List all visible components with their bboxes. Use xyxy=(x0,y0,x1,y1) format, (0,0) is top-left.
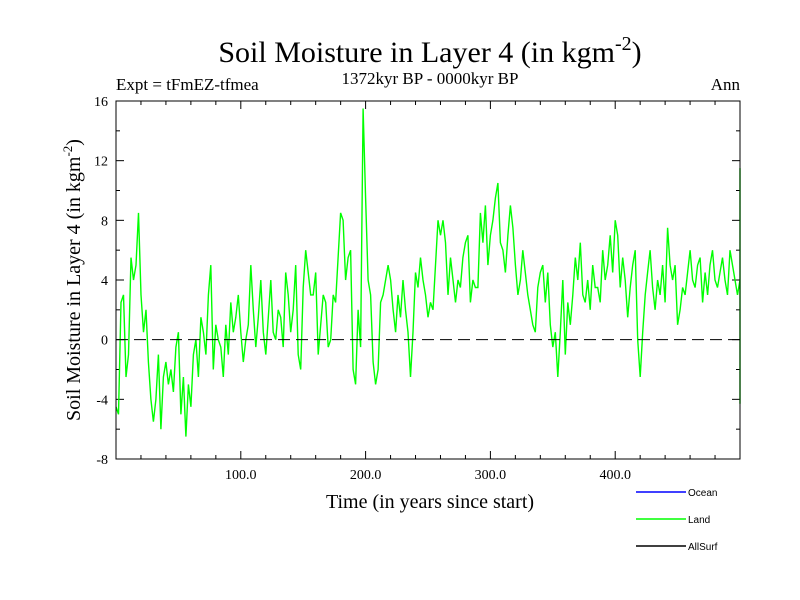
legend: Ocean Land AllSurf xyxy=(636,488,718,553)
y-tick-label: 4 xyxy=(101,274,108,289)
x-tick-label: 300.0 xyxy=(475,468,507,483)
series-line-land xyxy=(115,108,741,437)
axis-ticks: -8 -4 0 4 8 12 16 100.0 200.0 300.0 400.0 xyxy=(94,95,740,483)
x-axis-label: Time (in years since start) xyxy=(326,491,534,513)
y-tick-label: 12 xyxy=(94,155,108,170)
legend-land-label: Land xyxy=(688,515,710,526)
data-lines xyxy=(115,108,741,437)
x-tick-label: 200.0 xyxy=(350,468,382,483)
legend-ocean-label: Ocean xyxy=(688,488,717,499)
y-tick-label: -8 xyxy=(96,453,108,468)
chart-title: Soil Moisture in Layer 4 (in kgm-2) xyxy=(218,33,641,69)
y-tick-label: -4 xyxy=(96,393,108,408)
x-tick-label: 100.0 xyxy=(225,468,257,483)
chart-subtitle: 1372kyr BP - 0000kyr BP xyxy=(342,69,519,88)
season-label: Ann xyxy=(711,75,741,94)
y-tick-label: 16 xyxy=(94,95,108,110)
plot-frame xyxy=(115,100,741,460)
x-tick-label: 400.0 xyxy=(599,468,631,483)
y-tick-label: 8 xyxy=(101,214,108,229)
y-axis-label: Soil Moisture in Layer 4 (in kgm-2) xyxy=(60,139,85,421)
legend-allsurf-label: AllSurf xyxy=(688,542,718,553)
y-tick-label: 0 xyxy=(101,334,108,349)
expt-label: Expt = tFmEZ-tfmea xyxy=(116,75,259,94)
